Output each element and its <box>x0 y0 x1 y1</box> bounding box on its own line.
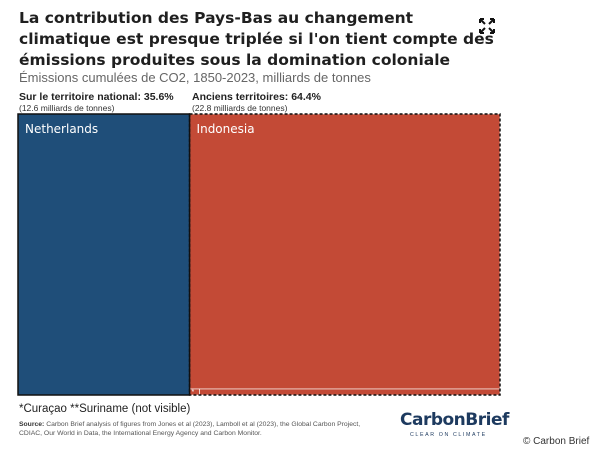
tile-label-netherlands: Netherlands <box>25 122 98 136</box>
logo-word-brief: Brief <box>465 410 509 430</box>
chart-title: La contribution des Pays-Bas au changeme… <box>19 9 494 69</box>
group-outline-former-territories <box>188 113 501 396</box>
treemap-tile-indonesia[interactable] <box>189 113 501 390</box>
copyright: © Carbon Brief <box>523 436 590 447</box>
group-sublabel-national: (12.6 milliards de tonnes) <box>19 103 115 113</box>
source-note: Source: Carbon Brief analysis of figures… <box>19 420 379 438</box>
source-label: Source: <box>19 421 45 428</box>
footnote: *Curaçao **Suriname (not visible) <box>19 403 191 415</box>
group-sublabel-former: (22.8 milliards de tonnes) <box>192 103 288 113</box>
treemap-tile-netherlands[interactable] <box>17 113 190 396</box>
chart-subtitle: Émissions cumulées de CO2, 1850-2023, mi… <box>19 70 371 85</box>
source-text: Carbon Brief analysis of figures from Jo… <box>19 421 361 437</box>
group-label-former: Anciens territoires: 64.4% <box>192 91 321 103</box>
logo-word-carbon: Carbon <box>400 410 466 430</box>
tile-label-indonesia: Indonesia <box>197 122 255 136</box>
carbon-brief-logo[interactable]: CarbonBrief CLEAR ON CLIMATE <box>400 410 509 444</box>
logo-tagline: CLEAR ON CLIMATE <box>410 432 487 438</box>
group-label-national: Sur le territoire national: 35.6% <box>19 91 174 103</box>
expand-icon[interactable] <box>478 17 496 35</box>
tile-label-curacao-marker: * <box>192 389 195 396</box>
treemap-tile-unlabeled-3[interactable] <box>199 388 501 396</box>
